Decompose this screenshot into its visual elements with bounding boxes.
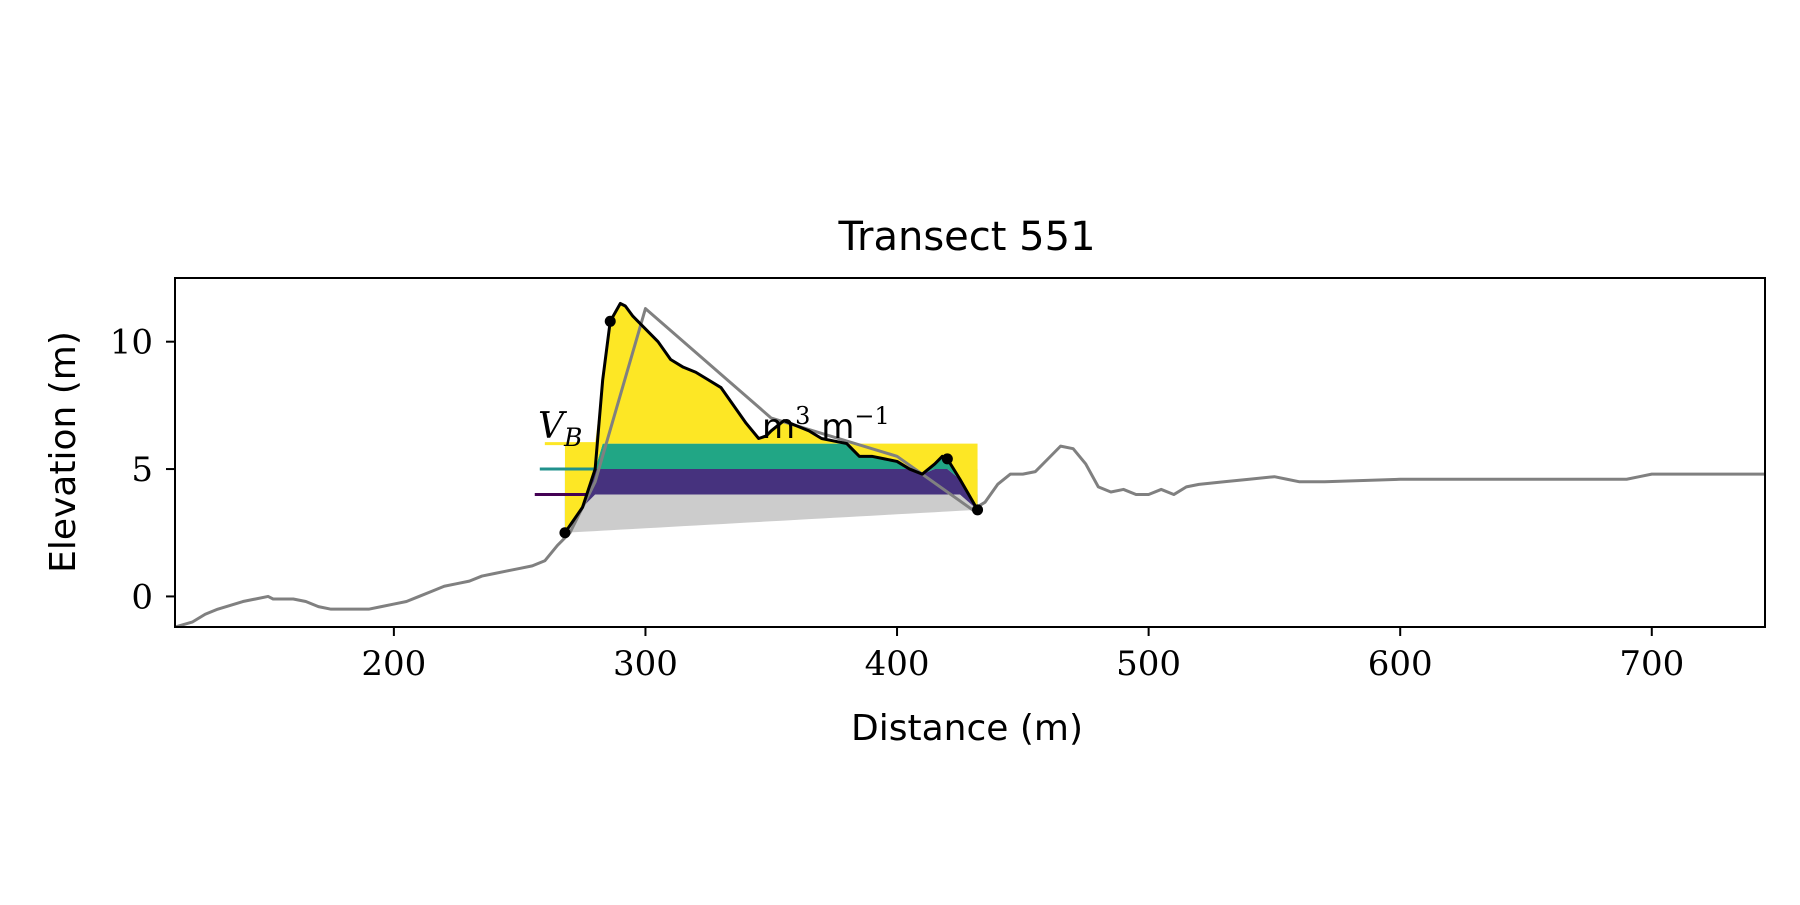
x-tick-label-600: 600 xyxy=(1368,644,1433,684)
volume-subscript: B xyxy=(563,423,582,452)
level-band-1 xyxy=(564,469,978,533)
units-m: m xyxy=(762,407,795,447)
toe-point xyxy=(559,527,571,539)
chart-title: Transect 551 xyxy=(837,214,1095,260)
volume-units-label: m3 m−1 xyxy=(762,402,890,447)
end-point xyxy=(972,504,984,516)
volume-symbol: V xyxy=(538,406,568,447)
x-tick-label-300: 300 xyxy=(613,644,678,684)
plot-frame xyxy=(174,277,1766,628)
units-mid: m xyxy=(810,407,854,447)
level-band-2 xyxy=(564,443,978,533)
plot-area: 200 300 400 500 600 700 0 5 10 xyxy=(110,277,1766,684)
x-axis-label: Distance (m) xyxy=(851,708,1083,749)
profile-line xyxy=(175,307,1765,627)
units-exp-minus1: −1 xyxy=(854,402,889,430)
y-tick-label-10: 10 xyxy=(110,323,153,363)
units-exp-3: 3 xyxy=(795,402,810,430)
heel-point xyxy=(941,453,953,465)
x-tick-label-400: 400 xyxy=(865,644,930,684)
base-fill xyxy=(564,494,978,533)
y-tick-label-0: 0 xyxy=(131,577,153,617)
level-band-3 xyxy=(564,303,978,533)
y-tick-label-5: 5 xyxy=(131,450,153,490)
y-axis-label: Elevation (m) xyxy=(43,331,84,573)
crest-point xyxy=(604,315,616,327)
x-tick-label-700: 700 xyxy=(1619,644,1684,684)
volume-label: VB xyxy=(538,406,582,452)
x-tick-label-200: 200 xyxy=(361,644,426,684)
dune-outline xyxy=(563,301,979,534)
x-tick-label-500: 500 xyxy=(1116,644,1181,684)
